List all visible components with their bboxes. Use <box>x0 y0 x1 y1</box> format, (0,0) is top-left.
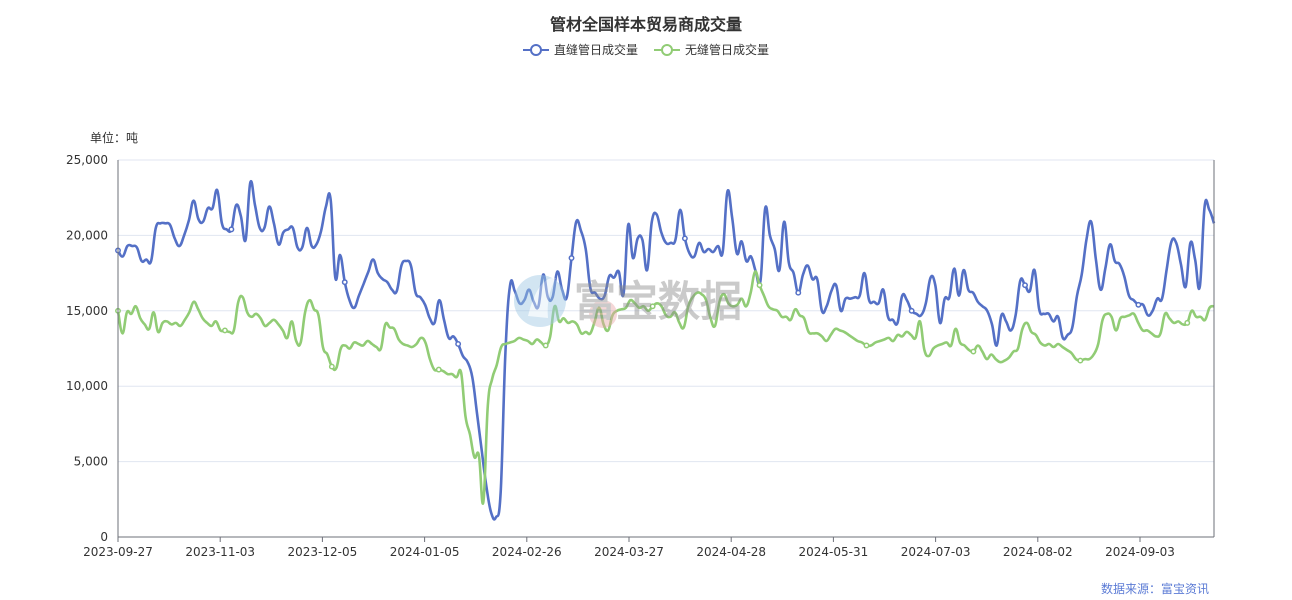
y-tick-label: 10,000 <box>66 379 108 393</box>
legend-item-series-2[interactable]: 无缝管日成交量 <box>654 41 769 58</box>
y-tick-label: 0 <box>100 530 108 544</box>
data-point-series-2[interactable] <box>649 303 656 310</box>
data-point-series-1[interactable] <box>341 279 348 286</box>
data-point-series-1[interactable] <box>228 226 235 233</box>
y-tick-label: 20,000 <box>66 228 108 242</box>
y-tick-label: 15,000 <box>66 304 108 318</box>
data-point-series-1[interactable] <box>455 341 462 347</box>
legend-label-series-1: 直缝管日成交量 <box>553 43 638 57</box>
x-tick-label: 2023-12-05 <box>288 545 358 559</box>
data-point-series-2[interactable] <box>863 342 870 349</box>
data-point-series-2[interactable] <box>221 327 228 334</box>
legend-item-series-1[interactable]: 直缝管日成交量 <box>522 41 638 58</box>
legend-swatch-series-1 <box>522 43 549 56</box>
y-tick-label: 25,000 <box>66 153 108 167</box>
axes: 0 5,000 10,000 15,000 20,000 25,000 2023-09-27… <box>66 153 1215 559</box>
x-tick-label: 2023-09-27 <box>83 545 153 559</box>
y-tick-label: 5,000 <box>74 455 108 469</box>
data-point-series-2[interactable] <box>1077 357 1084 364</box>
data-point-series-1[interactable] <box>795 289 802 296</box>
data-point-series-1[interactable] <box>908 307 915 314</box>
chart-title: 管材全国样本贸易商成交量 <box>549 15 742 34</box>
x-tick-label: 2024-09-03 <box>1105 545 1175 559</box>
legend-swatch-series-2 <box>654 43 680 56</box>
x-tick-label: 2024-01-05 <box>390 545 460 559</box>
legend-label-series-2: 无缝管日成交量 <box>685 43 770 57</box>
series-line-2 <box>116 270 1215 505</box>
data-point-series-2[interactable] <box>756 282 763 289</box>
x-tick-label: 2023-11-03 <box>185 545 255 559</box>
x-tick-label: 2024-02-26 <box>492 545 562 559</box>
data-point-series-2[interactable] <box>970 348 977 355</box>
data-point-series-2[interactable] <box>542 342 549 349</box>
y-unit-label: 单位：吨 <box>90 131 139 145</box>
data-point-series-2[interactable] <box>328 363 335 370</box>
data-point-series-1[interactable] <box>1135 301 1142 308</box>
data-source: 数据来源：富宝资讯 <box>1100 582 1209 596</box>
legend: 直缝管日成交量 无缝管日成交量 <box>0 41 1292 58</box>
x-tick-label: 2024-07-03 <box>901 545 971 559</box>
x-tick-label: 2024-05-31 <box>799 545 869 559</box>
data-point-series-1[interactable] <box>568 255 575 261</box>
data-point-series-2[interactable] <box>1184 319 1191 326</box>
x-tick-label: 2024-08-02 <box>1003 545 1073 559</box>
grid-lines <box>118 159 1214 463</box>
series-line-1 <box>116 179 1216 521</box>
data-point-series-2[interactable] <box>435 366 442 373</box>
x-tick-label: 2024-04-28 <box>696 545 766 559</box>
x-tick-label: 2024-03-27 <box>594 545 664 559</box>
data-point-series-1[interactable] <box>681 235 688 242</box>
series-lines <box>115 179 1216 521</box>
data-point-series-1[interactable] <box>1022 282 1028 289</box>
